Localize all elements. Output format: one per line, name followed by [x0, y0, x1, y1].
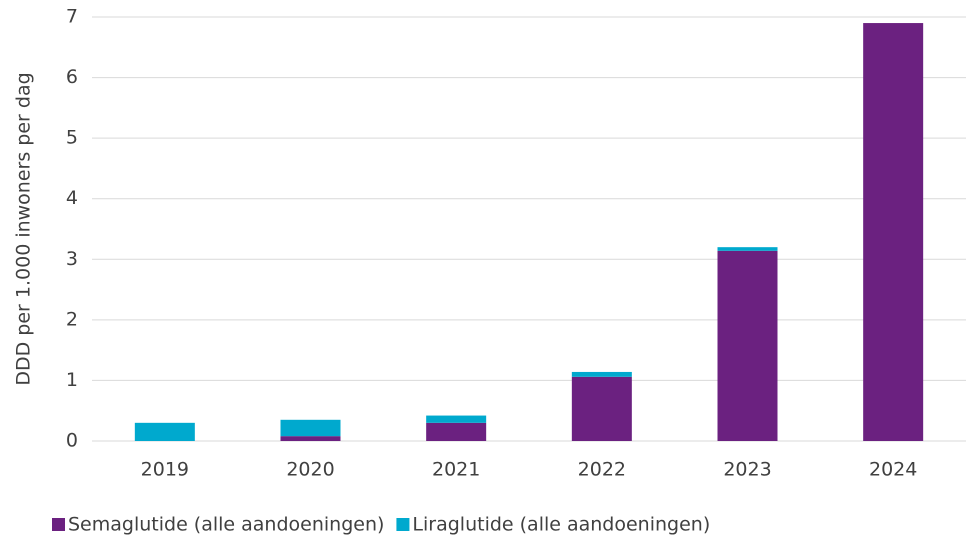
- legend-swatch: [396, 518, 410, 531]
- y-tick-label: 7: [66, 6, 78, 28]
- y-tick-label: 1: [66, 369, 78, 391]
- y-tick-label: 0: [66, 430, 78, 452]
- x-tick-label: 2020: [286, 459, 334, 481]
- bar-segment: [426, 422, 487, 441]
- x-tick-label: 2021: [432, 459, 480, 481]
- y-tick-label: 3: [66, 248, 78, 270]
- x-tick-label: 2023: [723, 459, 771, 481]
- bar-segment: [863, 23, 924, 442]
- bar-segment: [134, 422, 195, 441]
- bar-segment: [571, 376, 632, 441]
- x-tick-label: 2024: [869, 459, 917, 481]
- bar-segment: [426, 415, 487, 423]
- bar-segment: [717, 250, 778, 441]
- y-tick-label: 5: [66, 127, 78, 149]
- bar-segment: [717, 247, 778, 251]
- y-tick-label: 2: [66, 308, 78, 330]
- bar-segment: [571, 371, 632, 377]
- y-axis-title: DDD per 1.000 inwoners per dag: [13, 72, 35, 385]
- y-tick-label: 4: [66, 187, 78, 209]
- legend-label: Liraglutide (alle aandoeningen): [412, 514, 710, 536]
- bar-segment: [280, 436, 341, 441]
- y-tick-label: 6: [66, 66, 78, 88]
- bar-segment: [280, 419, 341, 437]
- x-tick-label: 2019: [141, 459, 189, 481]
- legend-swatch: [52, 518, 65, 531]
- x-tick-label: 2022: [578, 459, 626, 481]
- legend-label: Semaglutide (alle aandoeningen): [68, 514, 384, 536]
